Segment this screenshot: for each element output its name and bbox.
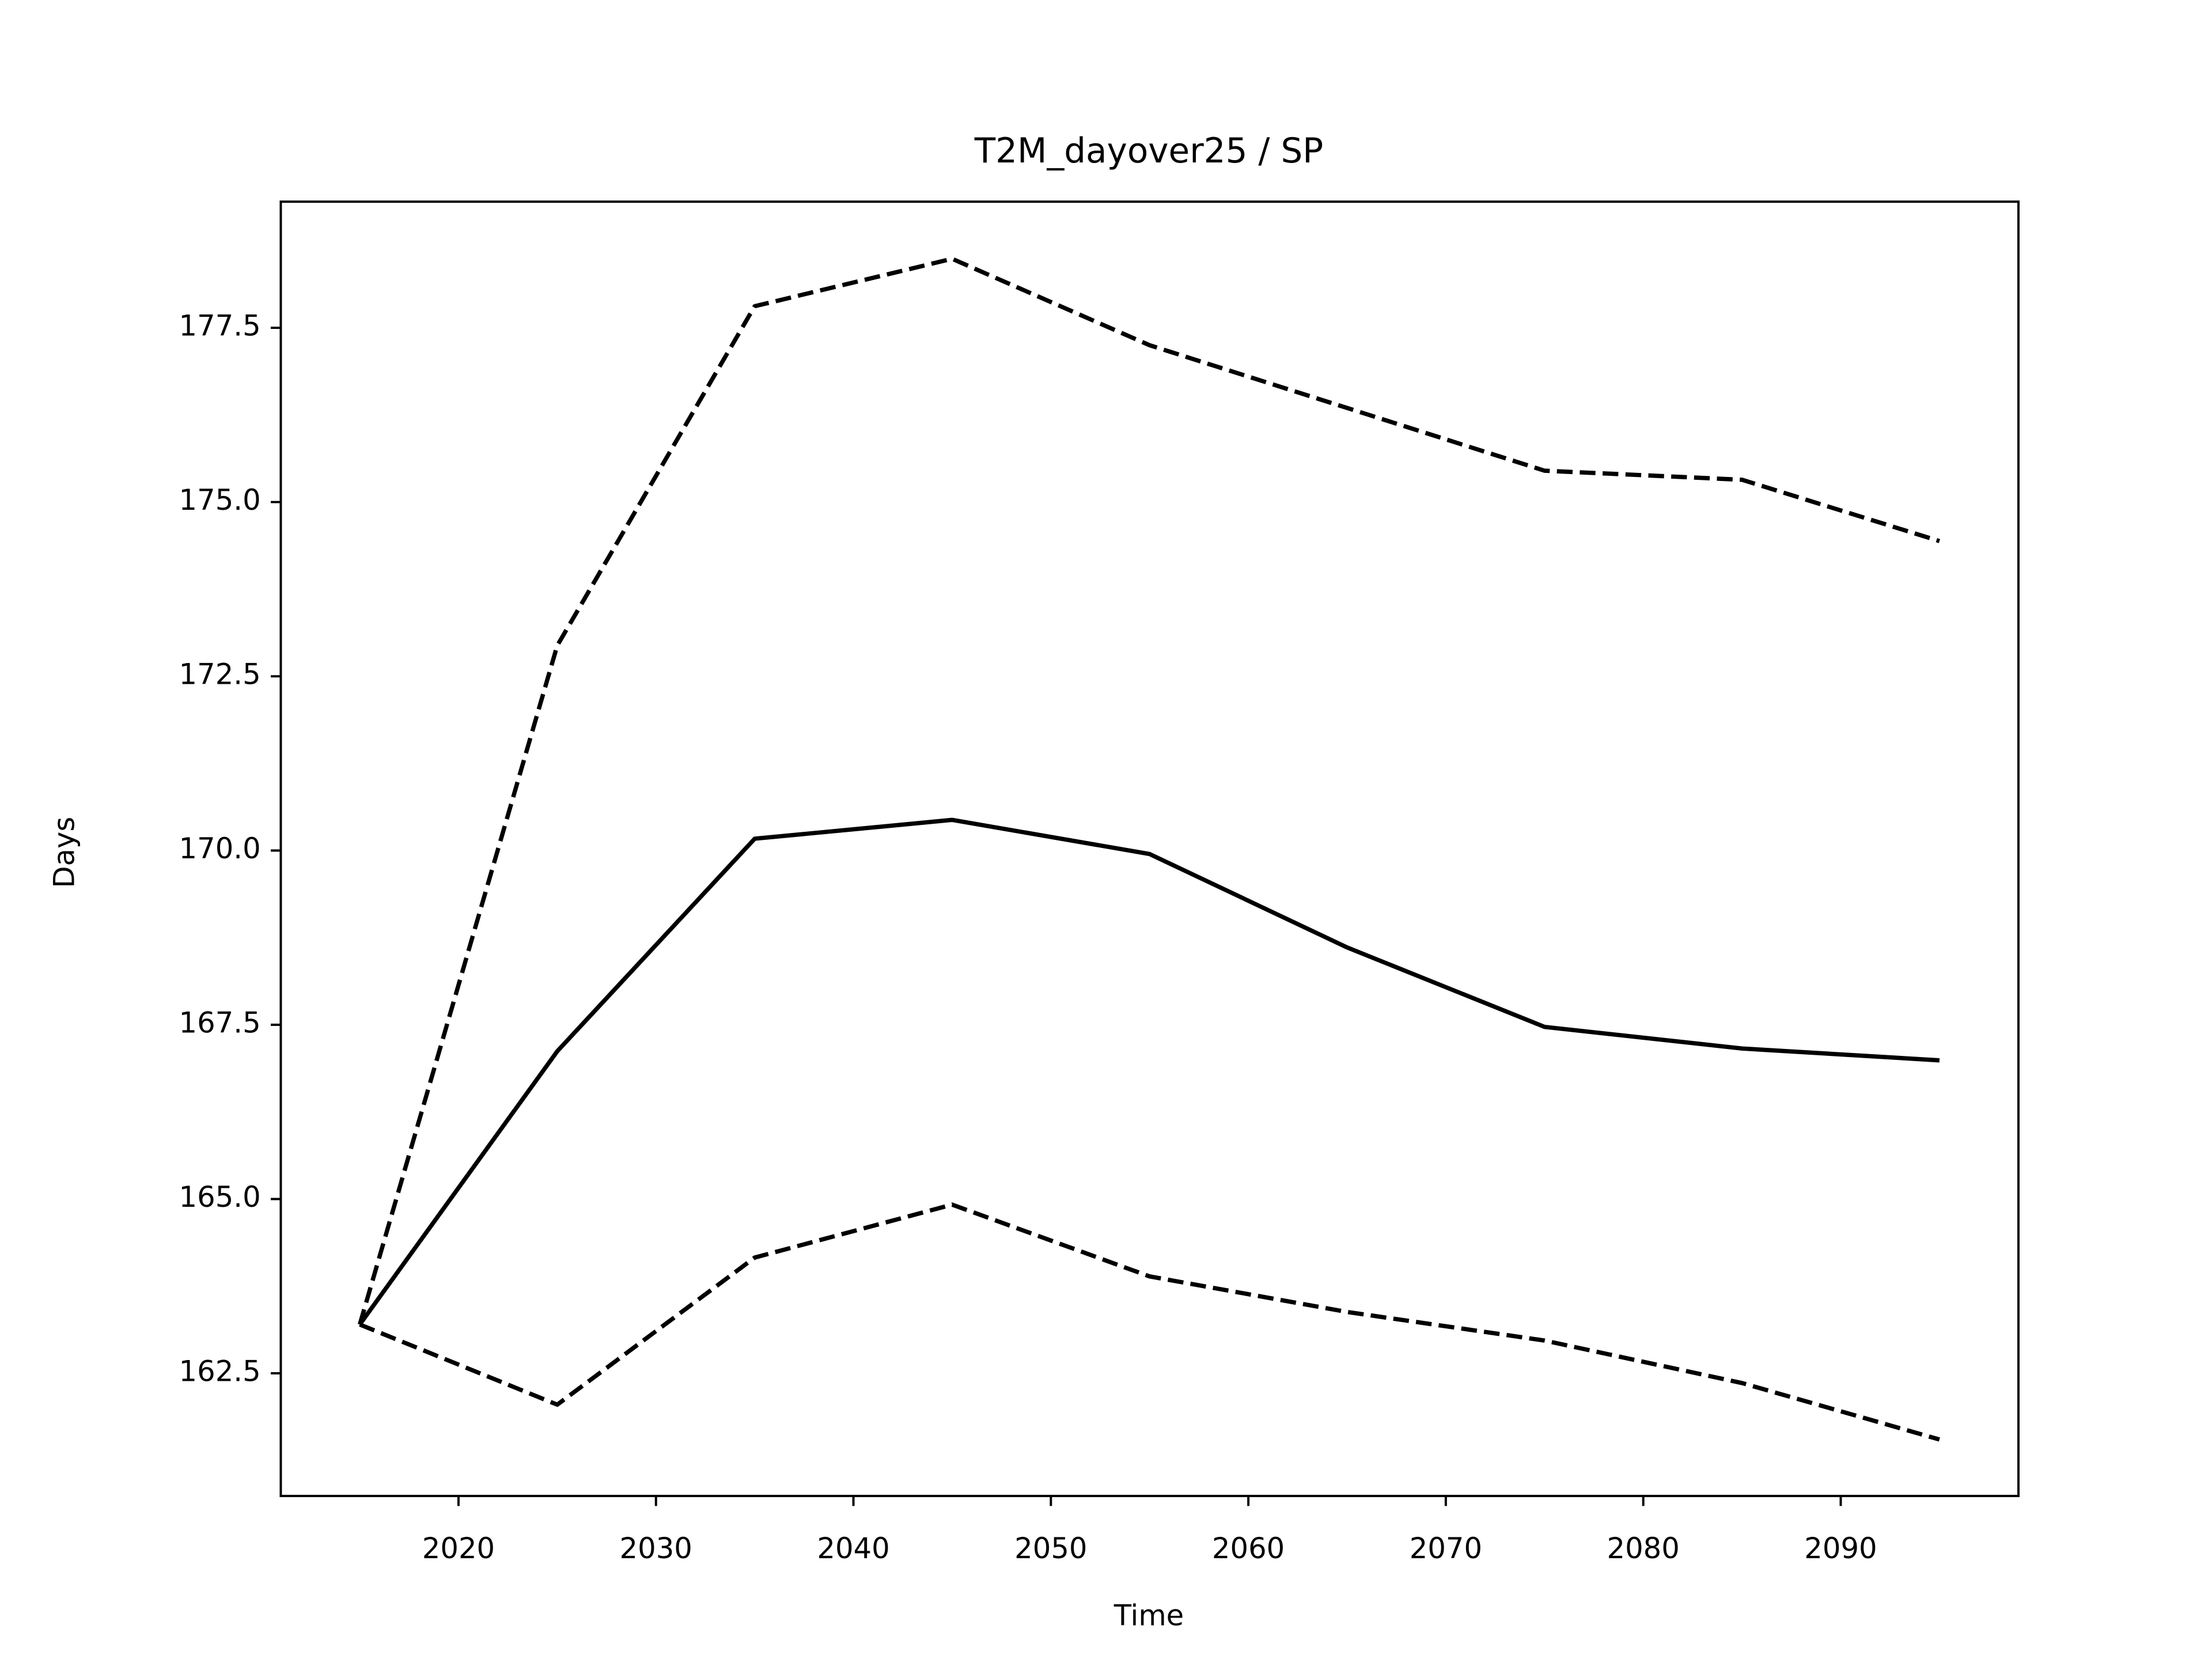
y-tick-label: 165.0	[179, 1180, 261, 1214]
x-tick-label: 2060	[1212, 1532, 1285, 1565]
y-tick-label: 172.5	[179, 658, 261, 691]
series-line	[358, 817, 1940, 1326]
y-tick-label: 167.5	[179, 1006, 261, 1040]
chart-title: T2M_dayover25 / SP	[974, 131, 1323, 171]
x-tick-label: 2030	[620, 1532, 692, 1565]
x-tick-label: 2050	[1014, 1532, 1087, 1565]
x-tick-label: 2090	[1804, 1532, 1877, 1565]
series-line	[359, 1202, 1940, 1442]
y-tick-label: 175.0	[179, 483, 261, 517]
x-tick-label: 2080	[1607, 1532, 1680, 1565]
series-line	[357, 256, 1940, 1325]
x-tick-label: 2020	[422, 1532, 495, 1565]
y-tick-label: 162.5	[179, 1355, 261, 1388]
plot-frame	[279, 200, 2020, 1497]
x-tick-label: 2040	[817, 1532, 889, 1565]
y-axis-label: Days	[48, 817, 81, 888]
x-axis-label: Time	[1113, 1599, 1184, 1633]
y-tick-label: 170.0	[179, 832, 261, 865]
x-tick-label: 2070	[1410, 1532, 1482, 1565]
y-tick-label: 177.5	[179, 309, 261, 343]
